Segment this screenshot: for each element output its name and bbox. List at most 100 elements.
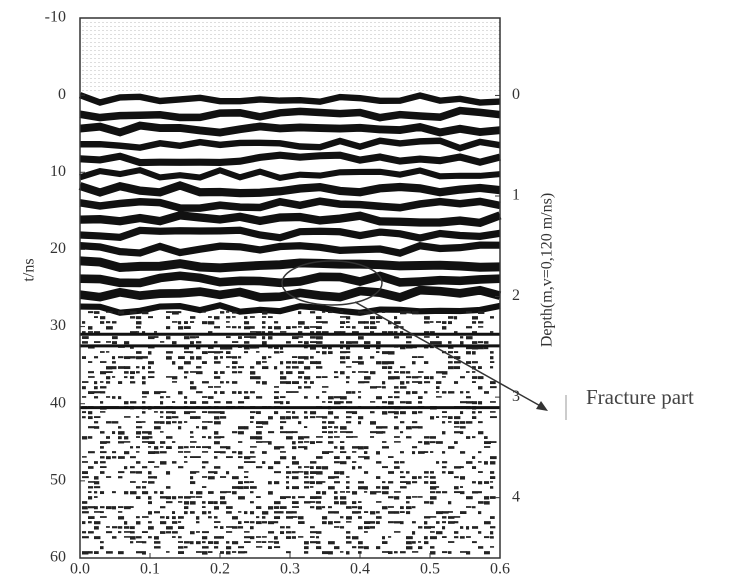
speckle (382, 486, 389, 490)
speckle (220, 491, 227, 494)
speckle (436, 531, 443, 535)
speckle (286, 511, 293, 514)
speckle (118, 436, 122, 440)
speckle (388, 366, 393, 370)
speckle (478, 401, 483, 405)
speckle (226, 471, 230, 475)
speckle (142, 381, 146, 385)
speckle (376, 316, 383, 320)
speckle (328, 451, 334, 453)
speckle (412, 421, 418, 424)
speckle (178, 521, 182, 523)
speckle (160, 516, 165, 519)
speckle (316, 506, 322, 510)
reflection-band (78, 92, 501, 106)
speckle (322, 376, 328, 378)
speckle (460, 341, 464, 345)
speckle (430, 501, 434, 505)
speckle (286, 531, 292, 534)
speckle (82, 436, 88, 440)
speckle (316, 341, 323, 344)
speckle (82, 411, 87, 414)
speckle (430, 441, 436, 444)
speckle (322, 481, 326, 483)
speckle (232, 516, 238, 520)
speckle (94, 316, 98, 319)
speckle (274, 396, 279, 399)
speckle (196, 541, 201, 545)
speckle (334, 426, 339, 429)
speckle (430, 531, 435, 533)
speckle (226, 531, 233, 533)
speckle (118, 311, 125, 314)
speckle (406, 381, 410, 384)
speckle (400, 451, 404, 454)
speckle (484, 501, 490, 505)
speckle (190, 351, 194, 354)
speckle (148, 471, 152, 475)
speckle (214, 356, 218, 360)
speckle (274, 366, 278, 370)
speckle (136, 421, 142, 424)
speckle (250, 316, 255, 318)
speckle (166, 416, 172, 419)
speckle (94, 476, 99, 480)
speckle (430, 516, 437, 518)
speckle (406, 501, 410, 504)
speckle (124, 506, 131, 510)
speckle (478, 341, 484, 344)
speckle (334, 491, 338, 494)
speckle (238, 486, 244, 490)
speckle (316, 316, 322, 320)
speckle (370, 411, 375, 414)
speckle (322, 431, 328, 434)
speckle (304, 546, 309, 550)
speckle (94, 551, 99, 554)
speckle (106, 366, 113, 370)
speckle (88, 331, 94, 333)
speckle (304, 366, 311, 370)
speckle (478, 451, 482, 454)
speckle (244, 321, 250, 325)
speckle (214, 401, 221, 404)
speckle (466, 346, 473, 350)
speckle (280, 346, 284, 350)
speckle (106, 321, 111, 324)
speckle (436, 341, 442, 345)
speckle (424, 516, 431, 519)
speckle (328, 346, 332, 350)
speckle (298, 496, 305, 499)
speckle (184, 496, 191, 499)
speckle (160, 491, 164, 495)
speckle (418, 411, 423, 414)
speckle (112, 396, 116, 399)
speckle (262, 536, 267, 538)
speckle (394, 326, 399, 329)
speckle (112, 456, 117, 459)
speckle (334, 481, 340, 484)
speckle (184, 421, 188, 423)
reflection-band (79, 106, 501, 122)
speckle (316, 321, 323, 323)
speckle (304, 381, 308, 384)
speckle (220, 496, 226, 500)
speckle (430, 331, 435, 334)
speckle (448, 351, 454, 354)
speckle (442, 526, 446, 530)
speckle (142, 356, 148, 359)
speckle (250, 346, 257, 349)
speckle (394, 461, 400, 464)
speckle (82, 336, 89, 339)
speckle (424, 391, 428, 394)
speckle (142, 411, 146, 414)
speckle (310, 471, 317, 474)
speckle (94, 491, 98, 494)
speckle (244, 531, 250, 533)
speckle (388, 481, 394, 484)
speckle (274, 501, 281, 505)
speckle (328, 421, 335, 424)
speckle (88, 416, 93, 420)
speckle (400, 486, 407, 489)
speckle (448, 356, 454, 359)
speckle (208, 436, 212, 439)
